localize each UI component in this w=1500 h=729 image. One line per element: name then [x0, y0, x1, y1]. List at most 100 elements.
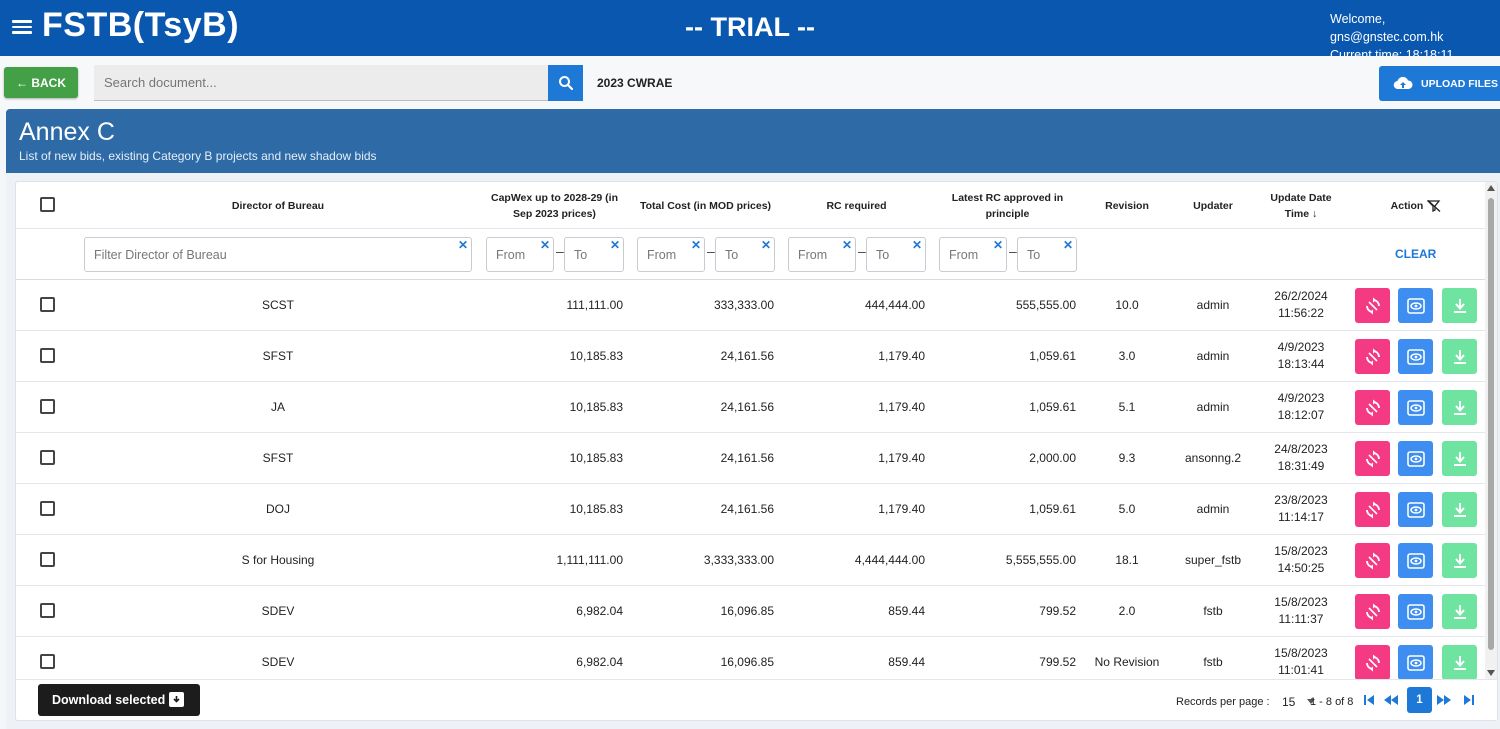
view-button[interactable] [1398, 645, 1433, 680]
table-row[interactable]: SDEV 6,982.04 16,096.85 859.44 799.52 2.0 fstb… [16, 586, 1486, 637]
download-row-button[interactable] [1442, 441, 1477, 476]
filter-off-icon[interactable] [1427, 199, 1441, 212]
records-per-page-select[interactable]: 15 [1282, 680, 1316, 720]
view-button[interactable] [1398, 492, 1433, 527]
revision-sync-button[interactable] [1355, 441, 1390, 476]
row-checkbox[interactable] [40, 348, 55, 363]
scroll-thumb[interactable] [1488, 198, 1494, 650]
close-icon[interactable]: ✕ [760, 238, 771, 252]
download-row-button[interactable] [1442, 543, 1477, 578]
select-all-checkbox[interactable] [40, 197, 55, 212]
col-total-cost[interactable]: Total Cost (in MOD prices) [639, 199, 772, 212]
table-scrollbar[interactable] [1485, 182, 1497, 679]
col-update-time[interactable]: Update Date Time ↓ [1270, 191, 1332, 220]
last-page-icon[interactable] [1463, 694, 1475, 706]
cell-update-date: 15/8/2023 [1274, 595, 1328, 609]
hamburger-menu-icon[interactable] [12, 17, 32, 37]
cell-rc-required: 1,179.40 [878, 451, 925, 465]
revision-sync-button[interactable] [1355, 594, 1390, 629]
view-button[interactable] [1398, 390, 1433, 425]
eye-icon [1406, 501, 1425, 518]
table-row[interactable]: SFST 10,185.83 24,161.56 1,179.40 2,000.00 9.… [16, 433, 1486, 484]
scroll-up-arrow-icon[interactable] [1487, 185, 1495, 191]
revision-sync-button[interactable] [1355, 288, 1390, 323]
download-selected-button[interactable]: Download selected [38, 684, 200, 716]
col-updater[interactable]: Updater [1193, 199, 1233, 212]
row-checkbox[interactable] [40, 450, 55, 465]
cell-rc-required: 859.44 [888, 604, 925, 618]
cell-update-time: 24/8/2023 18:31:49 [1263, 433, 1339, 483]
table-row[interactable]: JA 10,185.83 24,161.56 1,179.40 1,059.61 5.1 a… [16, 382, 1486, 433]
current-page-button[interactable]: 1 [1407, 687, 1432, 713]
search-button[interactable] [548, 65, 583, 101]
view-button[interactable] [1398, 543, 1433, 578]
cell-latest-rc: 1,059.61 [1029, 502, 1076, 516]
total-cost-from-input[interactable]: From ✕ [637, 237, 705, 272]
view-button[interactable] [1398, 339, 1433, 374]
row-checkbox[interactable] [40, 552, 55, 567]
col-director[interactable]: Director of Bureau [231, 199, 325, 212]
cell-rc-required: 859.44 [888, 655, 925, 669]
total-cost-to-input[interactable]: To ✕ [715, 237, 775, 272]
back-button[interactable]: ← BACK [4, 67, 78, 98]
download-row-button[interactable] [1442, 288, 1477, 323]
col-capwex[interactable]: CapWex up to 2028-29 (in Sep 2023 prices… [490, 191, 618, 220]
col-rc-required[interactable]: RC required [826, 199, 887, 212]
download-icon [1453, 298, 1467, 314]
view-button[interactable] [1398, 441, 1433, 476]
cell-rc-required: 444,444.00 [864, 298, 925, 312]
data-table: Director of Bureau CapWex up to 2028-29 … [15, 181, 1498, 721]
download-row-button[interactable] [1442, 390, 1477, 425]
download-row-button[interactable] [1442, 594, 1477, 629]
first-page-icon[interactable] [1363, 694, 1375, 706]
view-button[interactable] [1398, 594, 1433, 629]
scroll-down-arrow-icon[interactable] [1487, 670, 1495, 676]
table-row[interactable]: SFST 10,185.83 24,161.56 1,179.40 1,059.61 3.… [16, 331, 1486, 382]
latest-rc-to-input[interactable]: To ✕ [1017, 237, 1077, 272]
row-checkbox[interactable] [40, 654, 55, 669]
cell-update-date: 4/9/2023 [1277, 340, 1325, 354]
download-row-button[interactable] [1442, 339, 1477, 374]
rc-required-from-input[interactable]: From ✕ [788, 237, 856, 272]
download-icon [1453, 502, 1467, 518]
revision-sync-button[interactable] [1355, 390, 1390, 425]
search-input[interactable] [94, 65, 548, 101]
row-checkbox[interactable] [40, 603, 55, 618]
close-icon[interactable]: ✕ [992, 238, 1003, 252]
row-checkbox[interactable] [40, 399, 55, 414]
upload-files-button[interactable]: UPLOAD FILES [1379, 66, 1500, 101]
revision-sync-button[interactable] [1355, 492, 1390, 527]
row-checkbox[interactable] [40, 501, 55, 516]
close-icon[interactable]: ✕ [841, 238, 852, 252]
col-revision[interactable]: Revision [1105, 199, 1149, 212]
table-row[interactable]: SDEV 6,982.04 16,096.85 859.44 799.52 No Revi… [16, 637, 1486, 688]
previous-page-icon[interactable] [1383, 694, 1399, 706]
rc-required-to-input[interactable]: To ✕ [866, 237, 926, 272]
next-page-icon[interactable] [1436, 694, 1452, 706]
capwex-from-input[interactable]: From ✕ [486, 237, 554, 272]
close-icon[interactable]: ✕ [457, 238, 468, 252]
director-filter-input[interactable]: Filter Director of Bureau ✕ [84, 237, 472, 272]
col-latest-rc[interactable]: Latest RC approved in principle [951, 191, 1064, 220]
revision-sync-button[interactable] [1355, 645, 1390, 680]
table-row[interactable]: DOJ 10,185.83 24,161.56 1,179.40 1,059.61 5.0… [16, 484, 1486, 535]
download-row-button[interactable] [1442, 492, 1477, 527]
close-icon[interactable]: ✕ [609, 238, 620, 252]
close-icon[interactable]: ✕ [911, 238, 922, 252]
capwex-to-input[interactable]: To ✕ [564, 237, 624, 272]
cell-capwex: 6,982.04 [576, 655, 623, 669]
revision-sync-button[interactable] [1355, 543, 1390, 578]
cell-revision: 18.1 [1115, 553, 1139, 567]
close-icon[interactable]: ✕ [539, 238, 550, 252]
cell-latest-rc: 799.52 [1039, 604, 1076, 618]
download-row-button[interactable] [1442, 645, 1477, 680]
view-button[interactable] [1398, 288, 1433, 323]
table-row[interactable]: SCST 111,111.00 333,333.00 444,444.00 555,55… [16, 280, 1486, 331]
close-icon[interactable]: ✕ [690, 238, 701, 252]
row-checkbox[interactable] [40, 297, 55, 312]
clear-filters-button[interactable]: CLEAR [1395, 247, 1437, 261]
latest-rc-from-input[interactable]: From ✕ [939, 237, 1007, 272]
close-icon[interactable]: ✕ [1062, 238, 1073, 252]
revision-sync-button[interactable] [1355, 339, 1390, 374]
table-row[interactable]: S for Housing 1,111,111.00 3,333,333.00 4,4… [16, 535, 1486, 586]
